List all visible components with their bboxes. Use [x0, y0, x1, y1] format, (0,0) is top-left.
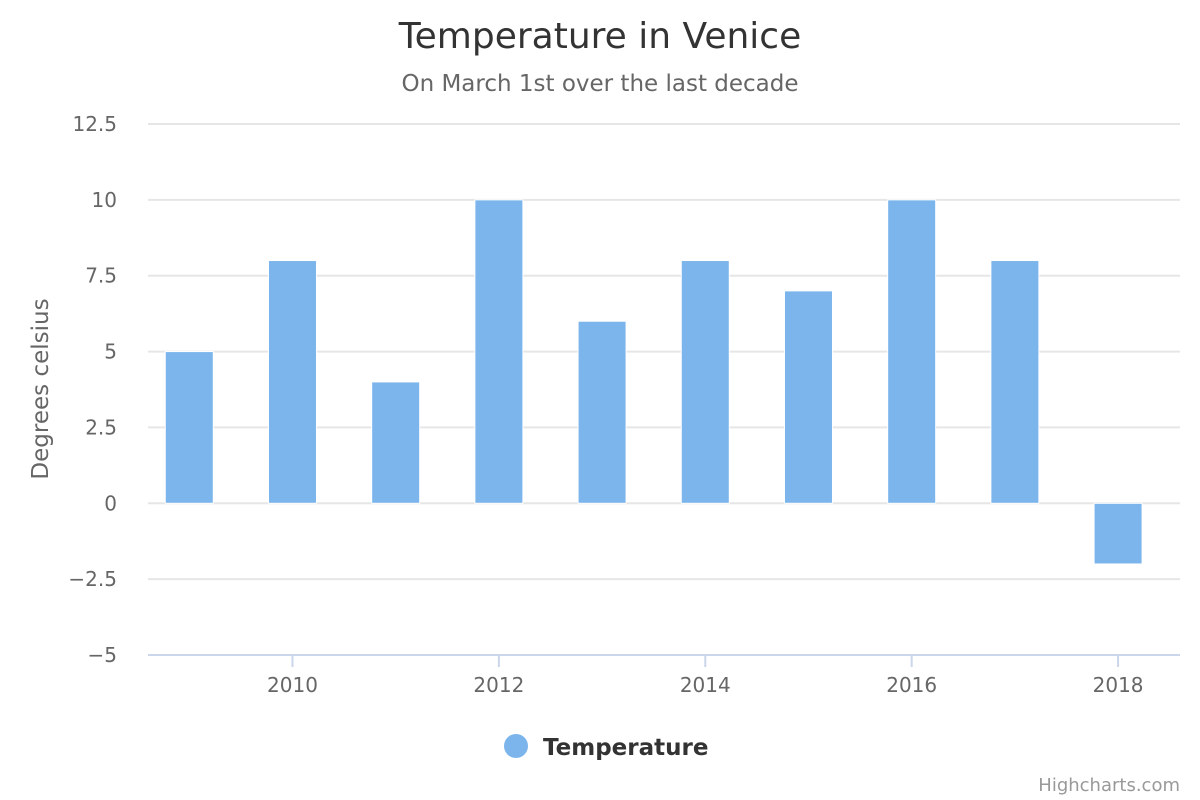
bar-2017[interactable]: [990, 260, 1040, 504]
y-axis-title: Degrees celsius: [28, 298, 54, 479]
y-tick-label: 10: [92, 188, 117, 212]
x-tick-label: 2012: [473, 673, 524, 697]
y-axis-labels: −5 −2.5 0 2.5 5 7.5 10 12.5: [68, 112, 117, 667]
legend-item-temperature[interactable]: Temperature: [543, 735, 708, 761]
chart-title: Temperature in Venice: [398, 16, 802, 57]
bar-2010[interactable]: [267, 260, 317, 504]
x-tick-label: 2018: [1093, 673, 1144, 697]
bar-2011[interactable]: [371, 381, 421, 504]
y-tick-label: 0: [104, 491, 117, 515]
y-tick-label: 5: [104, 340, 117, 364]
legend-symbol-temperature[interactable]: [504, 734, 528, 758]
y-tick-label: −5: [88, 643, 117, 667]
legend[interactable]: Temperature: [504, 734, 708, 761]
y-tick-label: 7.5: [85, 264, 117, 288]
series-temperature[interactable]: [164, 199, 1143, 565]
bar-2015[interactable]: [783, 290, 833, 504]
bar-2012[interactable]: [474, 199, 524, 504]
credits-link[interactable]: Highcharts.com: [1038, 775, 1180, 796]
x-axis: 2010 2012 2014 2016 2018: [148, 654, 1180, 697]
bar-2014[interactable]: [680, 260, 730, 504]
x-tick-label: 2016: [886, 673, 937, 697]
bar-2016[interactable]: [887, 199, 937, 504]
chart-subtitle: On March 1st over the last decade: [401, 71, 798, 97]
bar-2018[interactable]: [1093, 502, 1143, 565]
grid: [148, 123, 1180, 581]
bar-2009[interactable]: [164, 351, 214, 504]
bar-2013[interactable]: [577, 320, 627, 504]
y-tick-label: 2.5: [85, 415, 117, 439]
x-tick-label: 2010: [267, 673, 318, 697]
y-tick-label: −2.5: [68, 567, 117, 591]
y-tick-label: 12.5: [72, 112, 117, 136]
x-tick-label: 2014: [680, 673, 731, 697]
